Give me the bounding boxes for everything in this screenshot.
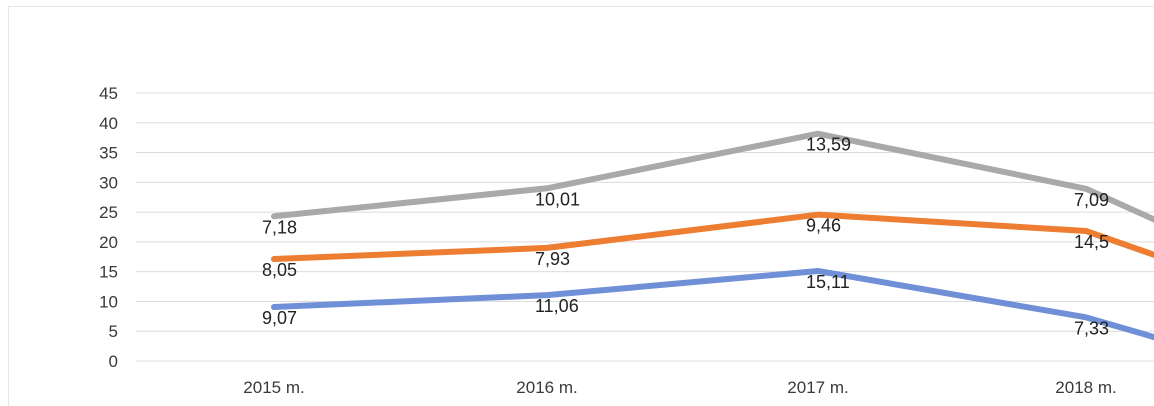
series-line <box>274 134 1154 222</box>
x-tick-label: 2015 m. <box>243 378 304 397</box>
y-tick-label: 5 <box>109 322 118 341</box>
data-label: 9,07 <box>262 308 297 328</box>
y-tick-label: 20 <box>99 233 118 252</box>
data-label: 9,46 <box>806 216 841 236</box>
y-axis-ticks: 0 5 10 15 20 25 30 35 40 45 <box>99 84 118 371</box>
x-tick-label: 2017 m. <box>787 378 848 397</box>
series-line <box>274 215 1154 259</box>
data-label: 7,18 <box>262 217 297 237</box>
data-label: 7,93 <box>535 249 570 269</box>
y-tick-label: 40 <box>99 114 118 133</box>
y-tick-label: 45 <box>99 84 118 103</box>
data-label: 15,11 <box>806 272 850 292</box>
y-tick-label: 30 <box>99 173 118 192</box>
data-label: 8,05 <box>262 260 297 280</box>
y-tick-label: 10 <box>99 292 118 311</box>
data-label: 7,09 <box>1074 190 1109 210</box>
data-label: 10,01 <box>535 189 580 209</box>
series-line <box>274 271 1154 339</box>
data-label: 7,33 <box>1074 318 1109 338</box>
y-tick-label: 25 <box>99 203 118 222</box>
x-tick-label: 2016 m. <box>516 378 577 397</box>
data-label: 13,59 <box>806 135 851 155</box>
y-tick-label: 0 <box>109 352 118 371</box>
x-axis-ticks: 2015 m. 2016 m. 2017 m. 2018 m. <box>243 378 1116 397</box>
series-lines <box>274 134 1154 339</box>
x-tick-label: 2018 m. <box>1055 378 1116 397</box>
y-tick-label: 15 <box>99 263 118 282</box>
y-tick-label: 35 <box>99 144 118 163</box>
data-label: 11,06 <box>535 296 579 316</box>
data-label: 14,5 <box>1074 232 1109 252</box>
